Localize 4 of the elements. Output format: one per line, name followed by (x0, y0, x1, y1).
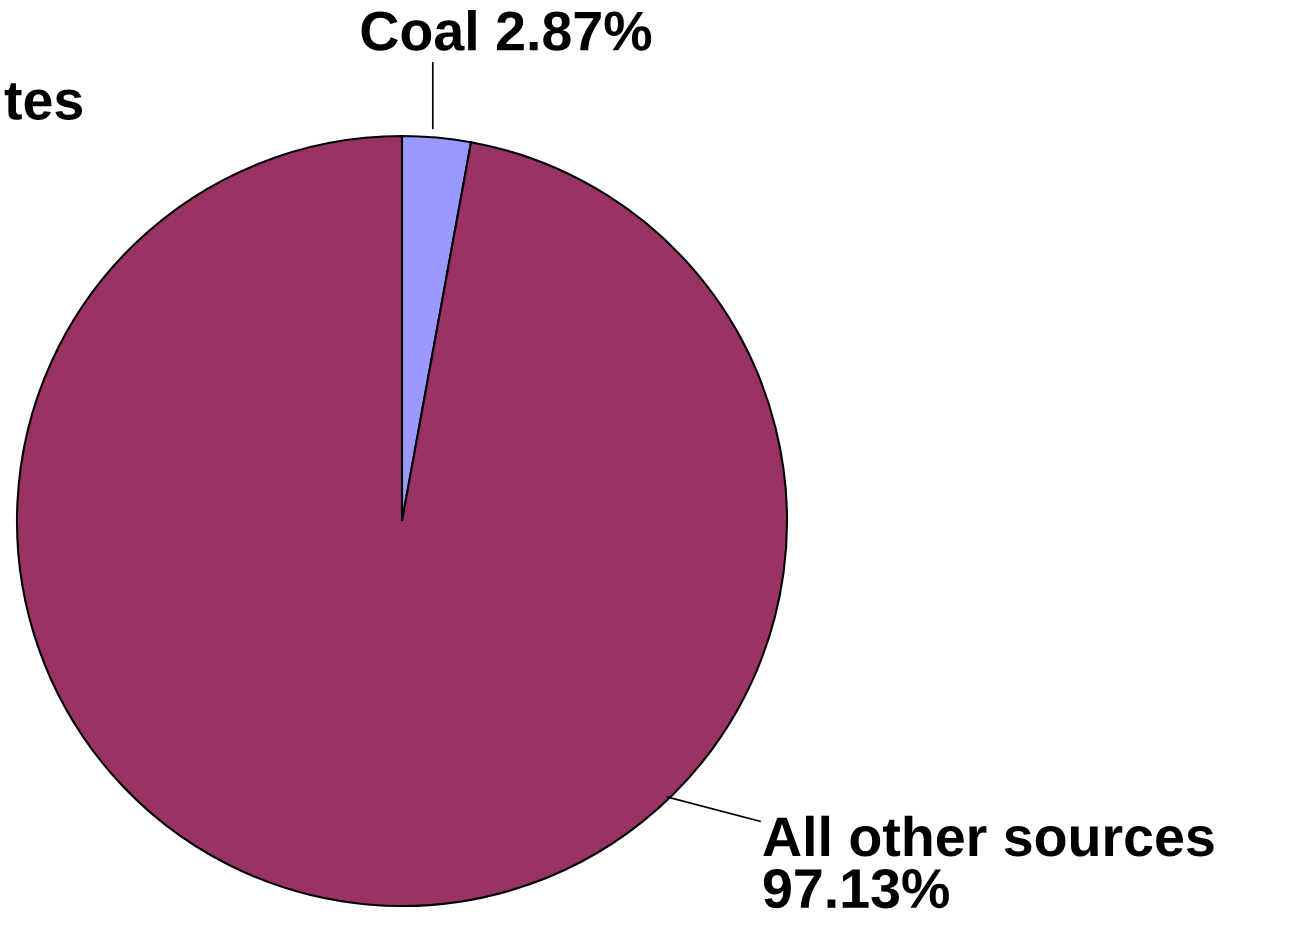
slice-label: Coal 2.87% (361, 10, 652, 51)
slice-label: All other sources (763, 815, 1214, 857)
text: tes (4, 83, 83, 120)
data-label: 97.13% (763, 868, 949, 909)
